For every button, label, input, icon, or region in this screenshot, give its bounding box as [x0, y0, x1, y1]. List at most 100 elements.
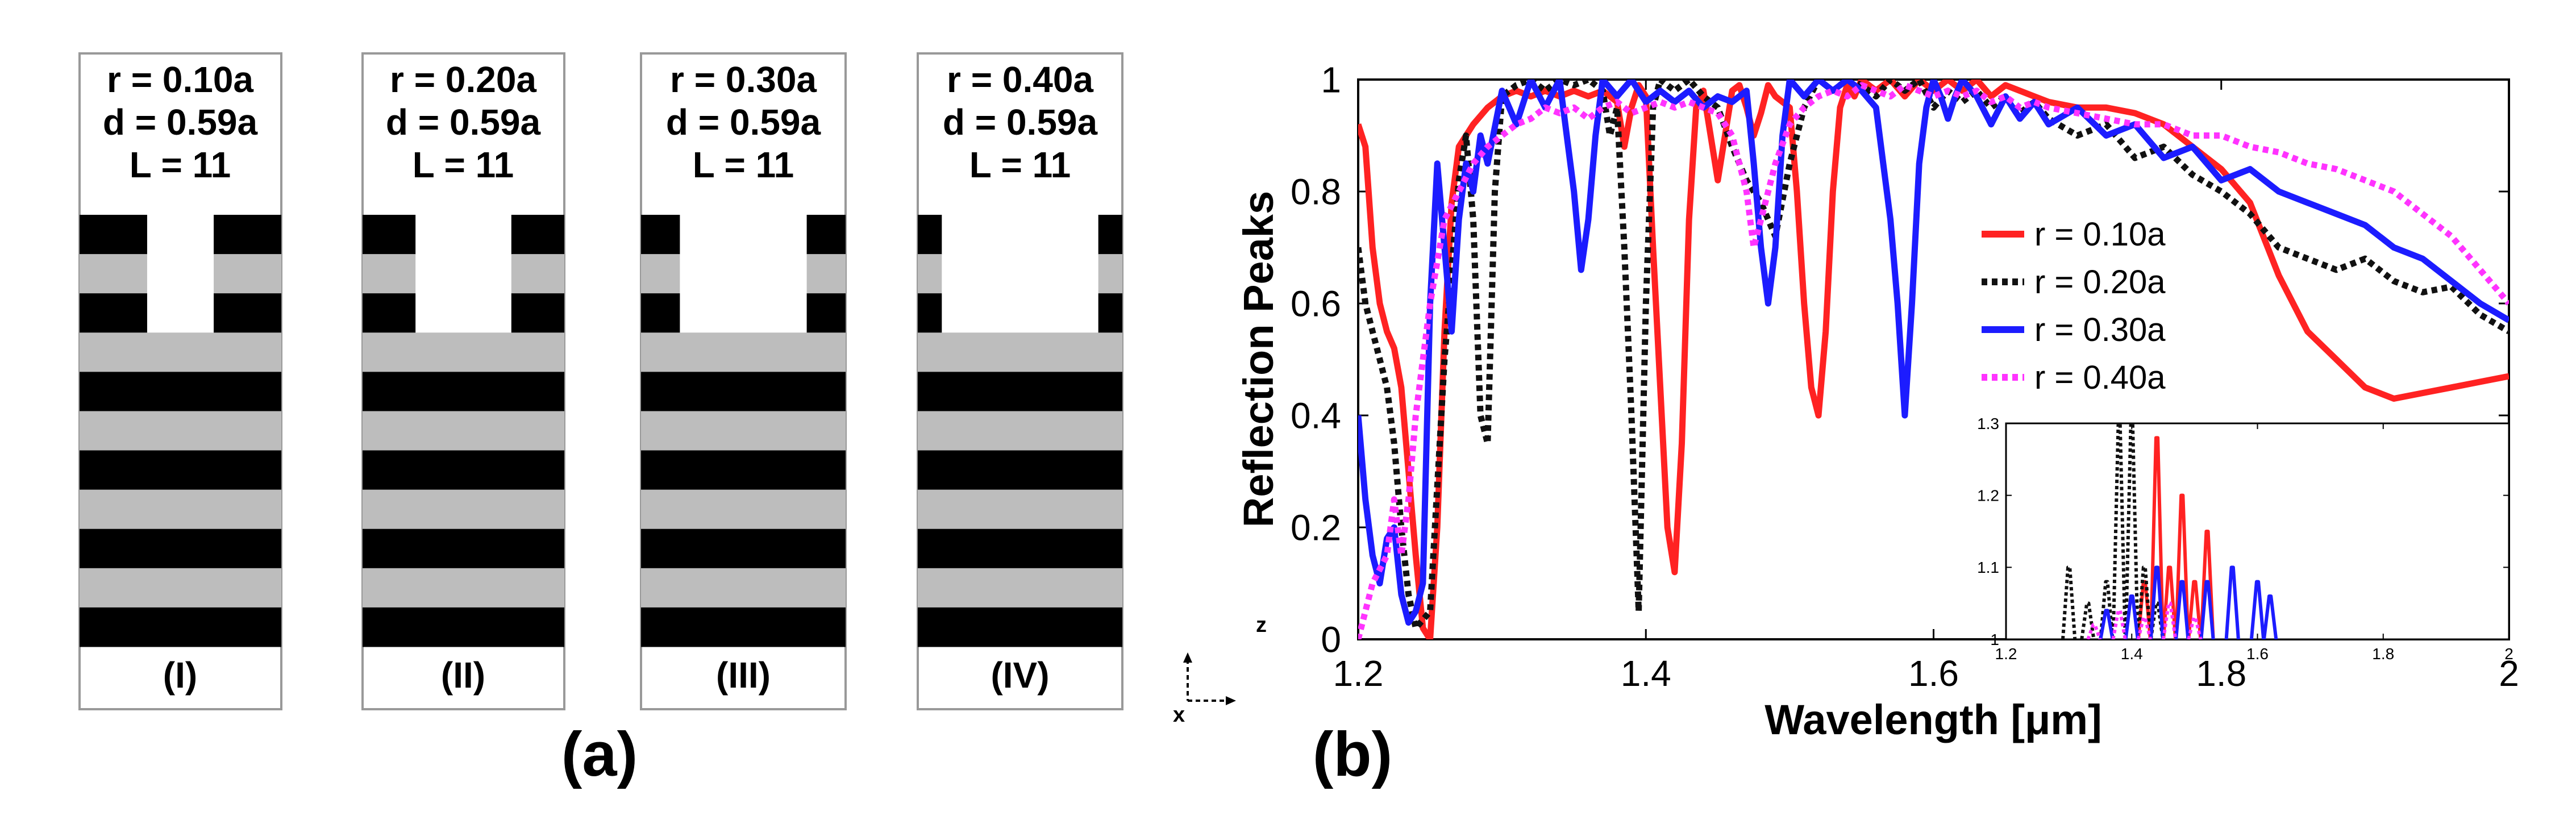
inset-peak: [2162, 565, 2178, 639]
layer-high-left: [363, 293, 416, 333]
layer-low: [363, 332, 564, 372]
inset-peak: [2149, 436, 2165, 639]
inset-peak: [2099, 609, 2115, 639]
radius-label: r = 0.10a: [107, 59, 253, 100]
layer-low: [363, 489, 564, 530]
layer-low-left: [363, 254, 416, 294]
inset-peak: [2124, 594, 2140, 639]
series-line-040: [1358, 82, 2509, 639]
x-axis-label: Wavelength [μm]: [1765, 696, 2101, 743]
inset-peak: [2111, 609, 2127, 639]
radius-label: r = 0.40a: [947, 59, 1093, 100]
inset-peak: [2262, 594, 2278, 639]
x-tick-label: 1.2: [1995, 645, 2017, 663]
layer-high-right: [214, 293, 281, 333]
inset-peak: [2111, 423, 2127, 639]
structure-2: r = 0.20a d = 0.59a L = 11 (II): [361, 52, 565, 710]
layer-high: [641, 528, 846, 569]
inset-series: [2061, 423, 2278, 639]
layer-high: [918, 607, 1122, 647]
inset-plot-area: [2005, 422, 2510, 640]
structure-3: r = 0.30a d = 0.59a L = 11 (III): [640, 52, 847, 710]
inset-ticks: 1 1.1 1.2 1.3 1.2 1.4 1.6 1.8 2: [1977, 415, 2513, 663]
layer-low: [80, 332, 281, 372]
layer-high-right: [214, 215, 281, 255]
legend-label-r010: r = 0.10a: [2034, 216, 2166, 253]
y-tick-label: 1: [1990, 631, 1999, 648]
layer-high-left: [641, 293, 680, 333]
main-ticks: 00.20.40.60.811.2 1.4 1.6 1.8 2: [1291, 59, 2519, 694]
panel-a-label: (a): [561, 719, 638, 789]
spacing-label: d = 0.59a: [386, 102, 541, 143]
x-tick-label: 2: [2504, 645, 2513, 663]
layer-high: [641, 450, 846, 490]
inset-peak: [2224, 565, 2240, 639]
inset-peak: [2199, 580, 2215, 639]
inset-peak: [2249, 580, 2266, 639]
layer-low-right: [214, 254, 281, 294]
layer-high-right: [806, 215, 846, 255]
layer-low: [641, 568, 846, 608]
layer-low: [641, 411, 846, 451]
inset-series-030: [2099, 565, 2278, 639]
inset-series-010: [2136, 436, 2215, 639]
radius-label: r = 0.20a: [390, 59, 536, 100]
layer-low: [641, 489, 846, 530]
layer-high: [80, 372, 281, 411]
layer-high-left: [363, 215, 416, 255]
layer-high: [363, 372, 564, 411]
x-tick-label: 1.4: [2121, 645, 2143, 663]
y-tick-label: 1.3: [1977, 415, 1999, 432]
layer-high-left: [641, 215, 680, 255]
legend-label-r040: r = 0.40a: [2034, 359, 2166, 396]
y-tick-label: 1.2: [1977, 486, 1999, 504]
inset-series-040: [2086, 601, 2203, 639]
inset-peak: [2187, 580, 2203, 639]
x-tick-label: 1.4: [1621, 653, 1671, 694]
layers-label: L = 11: [130, 144, 231, 185]
layer-stack: [363, 215, 564, 647]
layer-high-right: [511, 293, 564, 333]
layers-label: L = 11: [413, 144, 514, 185]
layer-high: [80, 450, 281, 490]
inset-peak: [2086, 623, 2102, 639]
layer-high-right: [1098, 293, 1122, 333]
inset-peak: [2099, 580, 2115, 639]
layer-high: [641, 607, 846, 647]
structure-numeral: (III): [716, 655, 771, 696]
inset-peak: [2162, 601, 2178, 639]
layer-high-right: [806, 293, 846, 333]
layer-high-left: [80, 293, 147, 333]
layers-label: L = 11: [693, 144, 794, 185]
layer-high: [363, 607, 564, 647]
layer-high-right: [511, 215, 564, 255]
y-tick-label: 0.6: [1291, 283, 1341, 324]
inset-peak: [2174, 580, 2190, 639]
layer-low: [918, 411, 1122, 451]
layer-high-left: [918, 215, 942, 255]
layer-low: [363, 568, 564, 608]
layer-low: [80, 411, 281, 451]
layer-low-left: [80, 254, 147, 294]
legend-label-r020: r = 0.20a: [2034, 264, 2166, 301]
x-tick-label: 1.6: [2246, 645, 2269, 663]
spacing-label: d = 0.59a: [666, 102, 821, 143]
main-series: [1358, 80, 2509, 639]
layer-low-left: [918, 254, 942, 294]
inset-peak: [2199, 530, 2215, 639]
layer-low-right: [1098, 254, 1122, 294]
layer-low: [918, 489, 1122, 530]
inset-peak: [2149, 565, 2165, 639]
layer-high: [363, 528, 564, 569]
x-tick-label: 1.8: [2372, 645, 2394, 663]
layer-stack: [80, 215, 281, 647]
layer-high-left: [918, 293, 942, 333]
y-tick-label: 0: [1321, 619, 1341, 660]
radius-label: r = 0.30a: [670, 59, 817, 100]
layer-high: [918, 450, 1122, 490]
z-arrow-head: [1183, 652, 1192, 663]
spacing-label: d = 0.59a: [943, 102, 1098, 143]
layer-high: [641, 372, 846, 411]
structure-1: r = 0.10a d = 0.59a L = 11 (I): [78, 52, 282, 710]
axis-triad: z x: [1173, 613, 1267, 727]
